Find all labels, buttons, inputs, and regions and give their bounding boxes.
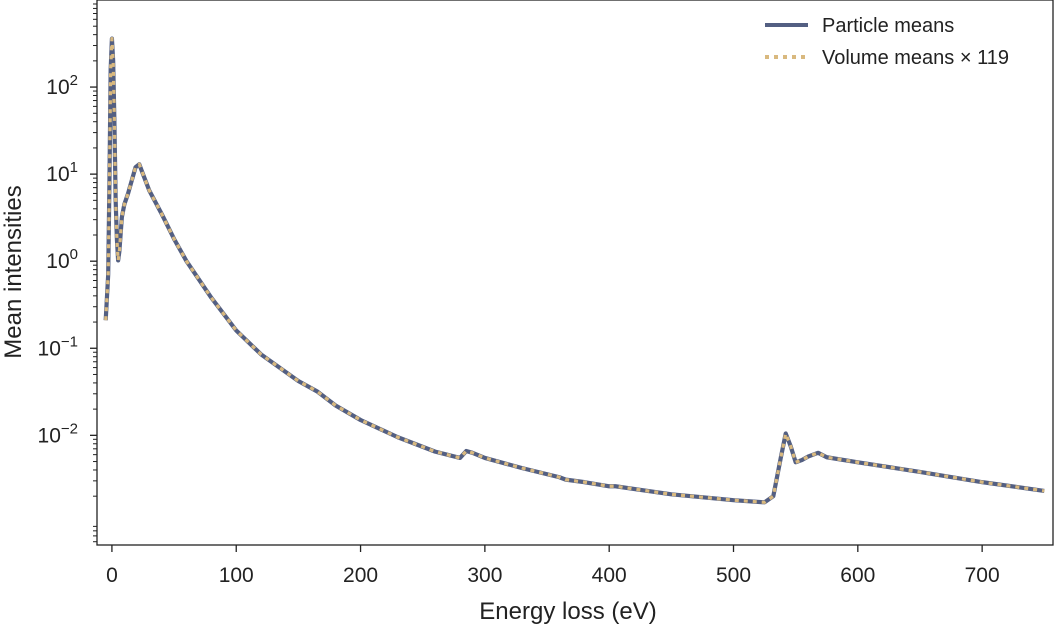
- legend-label-volume-means: Volume means × 119: [822, 47, 1009, 69]
- x-tick-label: 500: [716, 564, 751, 587]
- y-tick-label: 101: [46, 159, 78, 186]
- y-tick-label: 100: [46, 246, 78, 273]
- y-tick-label: 10−2: [38, 420, 78, 447]
- x-tick-label: 0: [106, 564, 118, 587]
- legend-label-particle-means: Particle means: [822, 15, 954, 37]
- series-line-particle-means: [103, 36, 1045, 505]
- x-tick-label: 300: [467, 564, 502, 587]
- x-tick-label: 400: [592, 564, 627, 587]
- x-tick-label: 200: [343, 564, 378, 587]
- y-axis-title: Mean intensities: [0, 185, 27, 358]
- x-tick-label: 600: [840, 564, 875, 587]
- legend: Particle means Volume means × 119: [765, 15, 1009, 69]
- x-tick-label: 100: [219, 564, 254, 587]
- y-tick-label: 102: [46, 72, 78, 99]
- x-axis-title: Energy loss (eV): [479, 598, 656, 625]
- x-axis-ticks: 0 100 200 300 400 500 600 700: [106, 545, 1000, 587]
- x-tick-label: 700: [965, 564, 1000, 587]
- series-line-volume-means: [104, 37, 1045, 504]
- plot-frame: [96, 0, 1054, 546]
- y-axis-ticks: 10−2 10−1 100 101 102: [38, 3, 97, 543]
- y-tick-label: 10−1: [38, 333, 78, 360]
- series-layer: [103, 36, 1045, 505]
